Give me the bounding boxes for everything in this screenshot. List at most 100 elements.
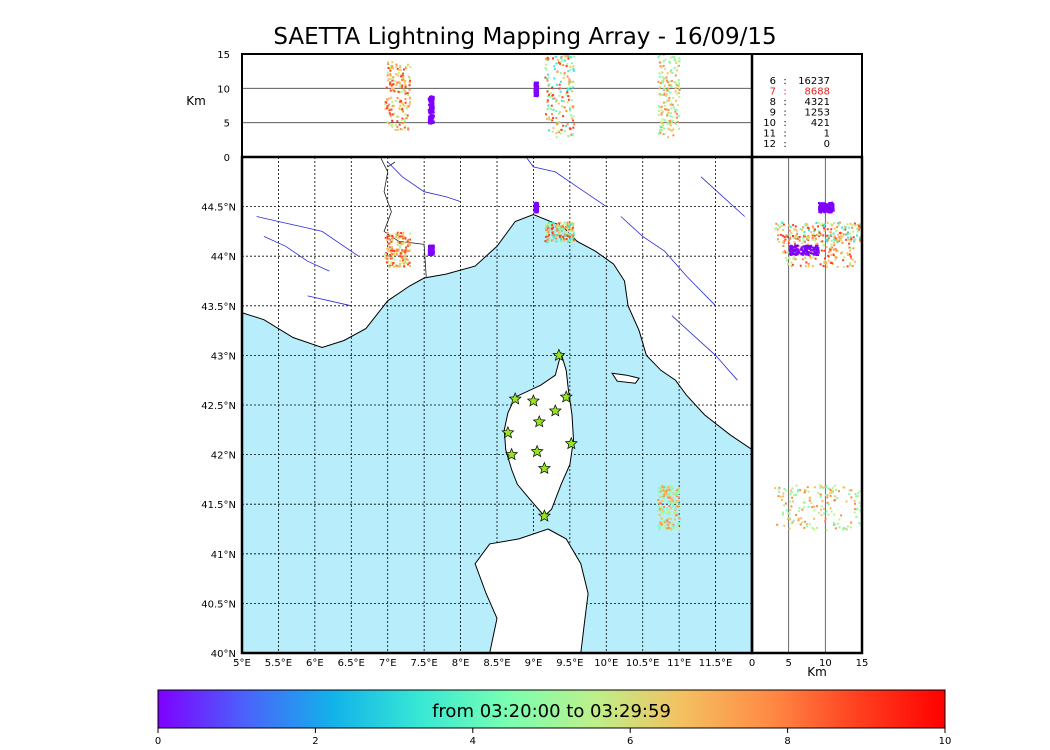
lightning-point (405, 117, 408, 120)
lightning-point (558, 121, 561, 124)
lightning-point (392, 236, 395, 239)
lightning-point (832, 232, 835, 235)
lightning-point (792, 250, 795, 253)
lightning-point (402, 75, 405, 78)
lightning-point (387, 260, 390, 263)
lightning-point (663, 118, 666, 121)
lightning-point (402, 258, 405, 261)
lightning-point (807, 235, 810, 238)
lightning-point (388, 246, 391, 249)
lightning-point (569, 223, 572, 226)
lightning-point (548, 239, 551, 242)
lightning-point (401, 103, 404, 106)
lightning-point (670, 84, 673, 87)
lightning-point (659, 509, 662, 512)
lightning-point (787, 251, 789, 254)
lightning-point (810, 231, 813, 234)
lightning-point (404, 80, 407, 82)
lightning-point (661, 484, 664, 487)
lightning-point (567, 82, 570, 85)
lightning-point (403, 251, 406, 254)
lightning-point (786, 517, 789, 520)
lightning-point (849, 222, 852, 225)
lightning-point (566, 221, 569, 224)
lightning-point (431, 244, 433, 247)
lightning-point (570, 117, 573, 120)
lightning-point (563, 238, 566, 241)
lightning-point (676, 112, 678, 115)
colorbar-label: from 03:20:00 to 03:29:59 (432, 701, 671, 722)
lightning-point (801, 242, 804, 245)
colorbar-ticks: 0 2 4 6 8 10 (155, 728, 951, 747)
lightning-point (798, 238, 801, 241)
lightning-point (674, 108, 677, 111)
lightning-point (545, 227, 548, 230)
river-line (256, 216, 359, 257)
lightning-point (819, 486, 822, 489)
lightning-point (569, 86, 572, 89)
lightning-point (535, 90, 538, 93)
lightning-point (404, 259, 407, 262)
lightning-point (395, 73, 398, 76)
lightning-point (406, 105, 409, 108)
lightning-point (386, 99, 389, 102)
lightning-point (558, 231, 561, 234)
lightning-point (850, 489, 853, 492)
lightning-point (566, 89, 569, 92)
lightning-point (842, 259, 845, 262)
lightning-point (659, 94, 662, 97)
lightning-point (386, 79, 389, 82)
lightning-point (678, 92, 681, 94)
lightning-point (391, 61, 394, 64)
lightning-point (534, 205, 536, 208)
lightning-point (400, 79, 403, 81)
lightning-point (833, 523, 836, 526)
lightning-point (384, 103, 387, 106)
lightning-point (391, 67, 394, 69)
lightning-point (853, 508, 856, 511)
lightning-point (390, 240, 393, 243)
lightning-point (557, 102, 560, 105)
lightning-point (392, 113, 394, 116)
lightning-point (678, 517, 681, 520)
lightning-point (535, 208, 538, 210)
lightning-point (670, 80, 673, 83)
lightning-point (793, 255, 796, 258)
lightning-point (791, 251, 794, 254)
lightning-point (814, 257, 817, 260)
lightning-point (661, 521, 664, 524)
lightning-point (658, 501, 660, 504)
lightning-point (431, 111, 434, 114)
lightning-point (404, 125, 407, 128)
lightning-point (797, 489, 799, 491)
lightning-point (566, 223, 569, 226)
lightning-point (843, 225, 846, 228)
lightning-point (555, 83, 558, 86)
lightning-point (827, 513, 830, 516)
lightning-point (800, 246, 803, 249)
lightning-point (663, 493, 666, 496)
lightning-point (788, 517, 791, 520)
lightning-point (847, 254, 850, 256)
lightning-point (536, 92, 539, 95)
lightning-point (671, 487, 674, 490)
lightning-point (432, 101, 435, 104)
lightning-point (403, 265, 405, 268)
lightning-point (534, 206, 536, 209)
lightning-point (660, 112, 663, 115)
lightning-point (792, 246, 795, 249)
lightning-point (666, 81, 669, 83)
lightning-point (403, 81, 406, 84)
lightning-point (800, 252, 803, 255)
latitude-tick: 44.5°N (201, 203, 236, 214)
lightning-point (788, 257, 791, 260)
lightning-point (397, 81, 400, 84)
lightning-point (813, 528, 816, 531)
lightning-point (797, 517, 800, 520)
lightning-point (546, 235, 549, 237)
lightning-point (784, 238, 787, 241)
lightning-point (670, 507, 673, 510)
lightning-point (561, 96, 564, 99)
lightning-point (390, 239, 393, 241)
lightning-point (794, 242, 796, 245)
